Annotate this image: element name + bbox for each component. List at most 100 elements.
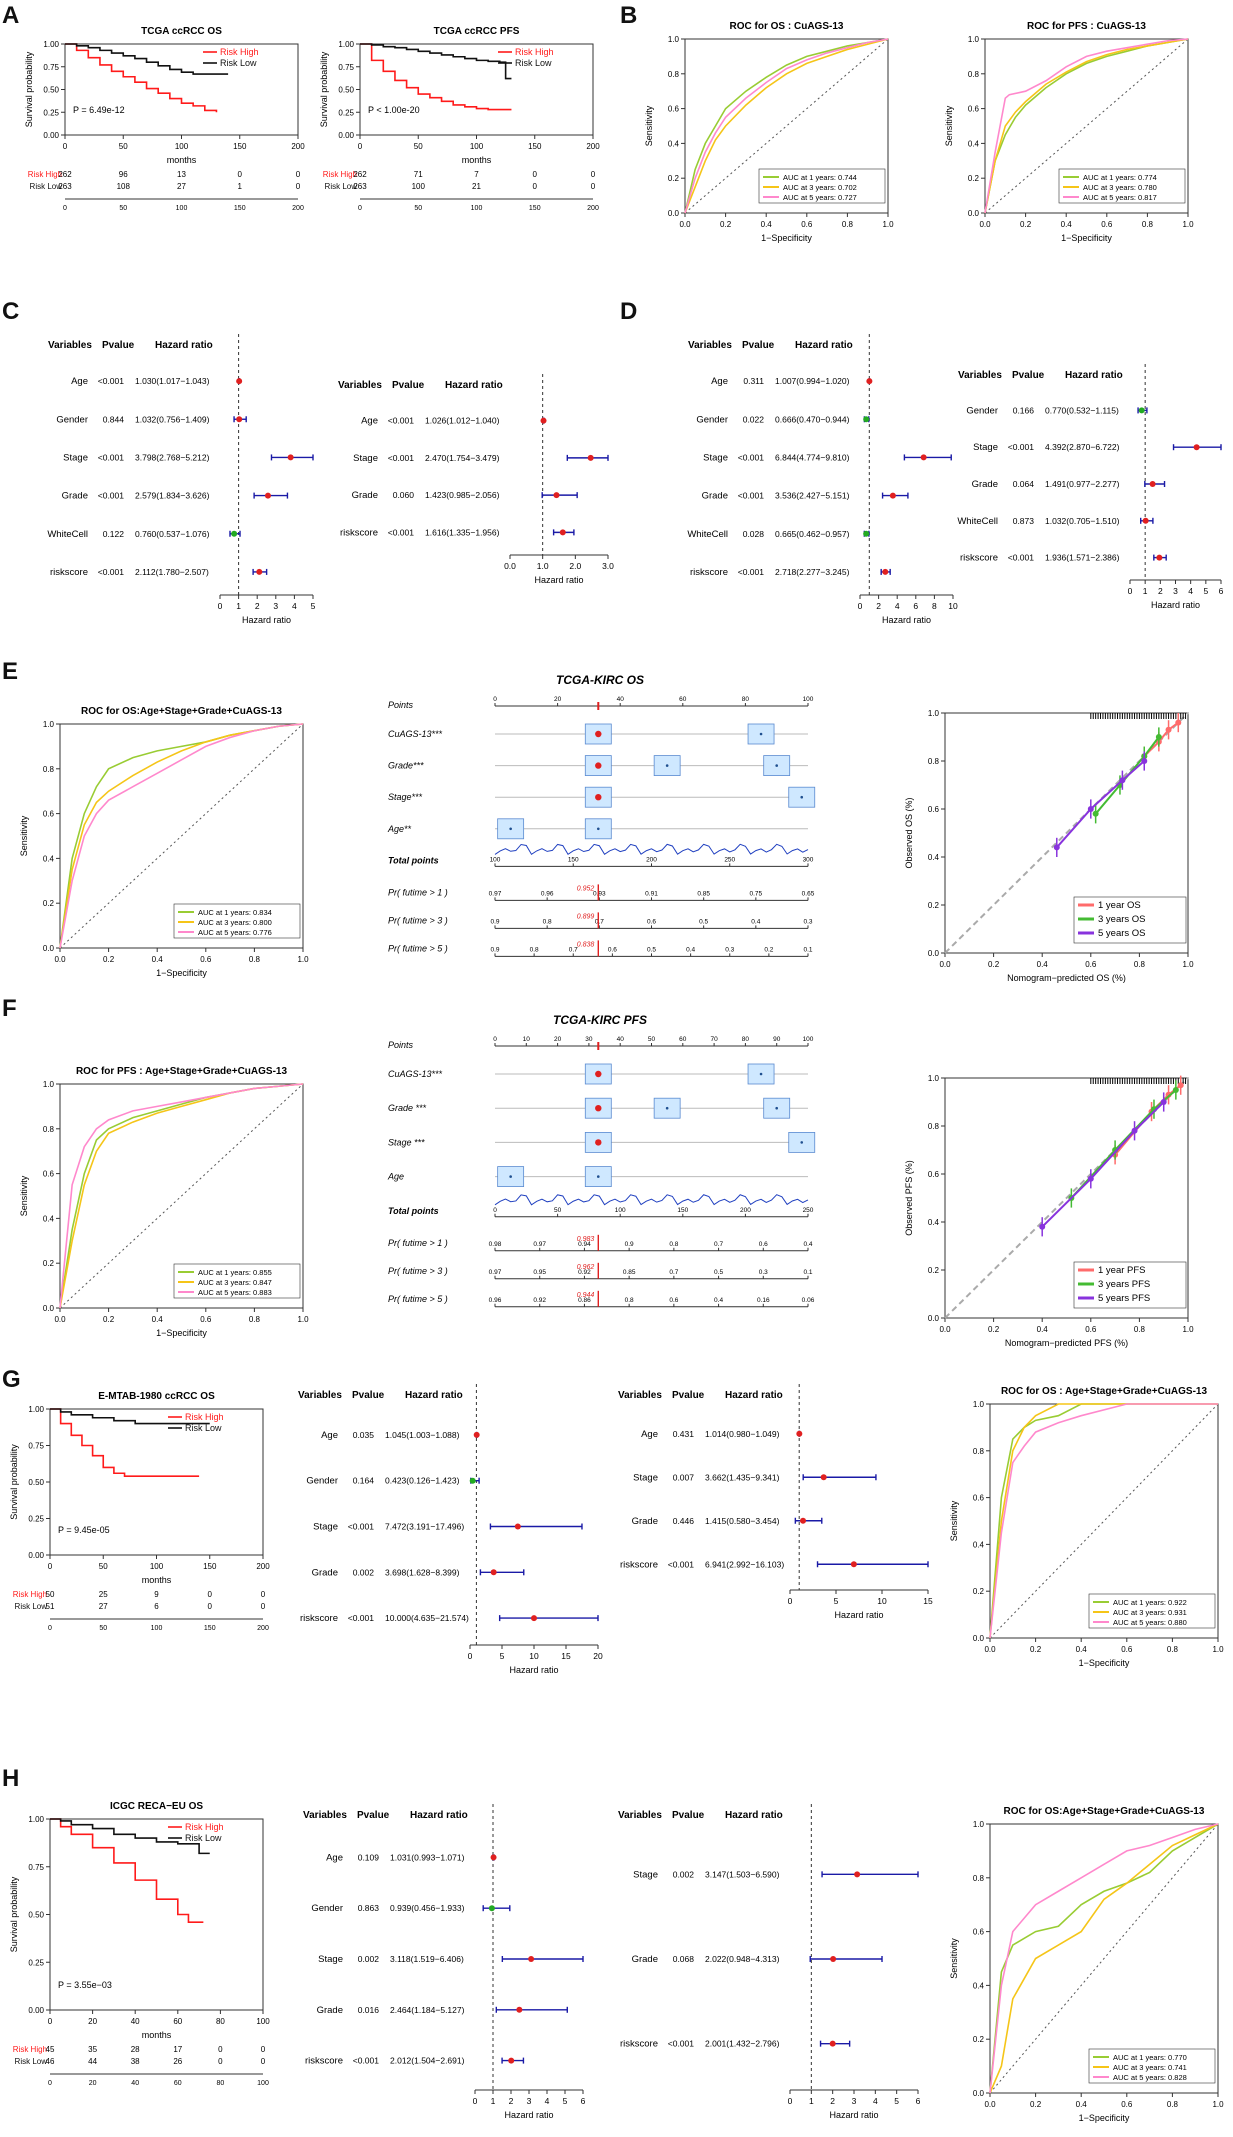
risk-table-row-label: Risk Low [325,182,358,191]
y-tick-label: 0.6 [973,1494,985,1503]
x-tick-label: 1.0 [1182,1325,1194,1334]
x-axis-label: Hazard ratio [504,2110,553,2120]
x-tick-label: 1 [1143,586,1148,596]
forest-univariate-pfs: Variables Pvalue Hazard ratio Age 0.311 1.007… [687,334,958,625]
nomogram-point [800,1141,804,1144]
series-line [989,1403,1218,1639]
y-tick-label: 1.0 [973,1820,985,1829]
probability-tick-label: 0.4 [686,946,695,953]
y-tick-label: 0.2 [43,1259,55,1268]
data-point [1039,1223,1046,1230]
points-tick-label: 0 [493,696,497,703]
forest-variable: Stage [318,1954,343,1965]
probability-tick-label: 0.1 [803,946,812,953]
risk-table-tick: 40 [131,2080,139,2087]
x-tick-label: 10 [529,1651,539,1661]
forest-hr: 3.536(2.427−5.151) [775,491,850,501]
legend-label: AUC at 1 years: 0.855 [198,1268,272,1277]
points-label: Points [388,700,414,710]
header-variables: Variables [618,1390,662,1401]
legend-label: Risk Low [185,1423,222,1433]
total-points-tick-label: 200 [740,1207,751,1214]
x-tick-label: 200 [291,142,305,151]
y-tick-label: 0.4 [968,139,980,148]
hr-point [528,1956,535,1962]
risk-table-cell: 0 [238,170,243,179]
roc-pfs-combined: ROC for PFS : Age+Stage+Grade+CuAGS-13 0.… [19,1066,309,1338]
x-tick-label: 0.2 [103,955,115,964]
data-point [1141,758,1148,764]
y-tick-label: 1.0 [43,1080,55,1089]
plot-frame [944,712,1189,954]
x-tick-label: 3.0 [602,561,614,571]
forest-variable: Stage [973,442,998,453]
x-tick-label: 5 [311,601,316,611]
legend-box [1088,2048,1216,2084]
y-tick-label: 0.50 [28,1911,44,1920]
nomogram-point [595,1105,602,1112]
x-tick-label: 0.8 [842,220,854,229]
y-tick-label: 0.2 [928,901,940,910]
risk-table-cell: 0 [296,170,301,179]
x-tick-label: 0.8 [1142,220,1154,229]
probability-value: 0.952 [577,885,595,892]
forest-hr: 1.491(0.977−2.277) [1045,479,1120,489]
nomogram-point [595,794,602,801]
x-axis-label: 1−Specificity [156,1328,207,1338]
hr-point [508,2057,515,2064]
nomogram-point [595,762,602,769]
y-tick-label: 0.8 [43,1125,55,1134]
forest-pvalue: <0.001 [738,452,765,462]
y-tick-label: 0.6 [968,105,980,114]
forest-univariate-os: Variables Pvalue Hazard ratio Age <0.001 1.03… [47,334,316,625]
forest-variable: riskscore [620,2039,658,2050]
forest-emtab-multivariate: Variables Pvalue Hazard ratio Age 0.431 1.014… [618,1384,933,1620]
y-tick-label: 0.00 [43,131,59,140]
y-axis-label: Sensitivity [19,815,29,856]
chart-title: TCGA ccRCC OS [141,26,222,37]
probability-tick-label: 0.7 [595,918,604,925]
nomogram-variable: Grade*** [388,761,424,771]
x-tick-label: 0 [858,601,863,611]
probability-tick-label: 0.85 [623,1269,636,1276]
x-tick-label: 0.4 [1061,220,1073,229]
y-tick-label: 0.0 [928,1314,940,1323]
y-axis-label: Sensitivity [19,1175,29,1216]
x-tick-label: 0.0 [984,1645,996,1654]
risk-table-cell: 0 [208,1602,213,1611]
x-tick-label: 0 [473,2096,478,2106]
legend-label: AUC at 5 years: 0.776 [198,928,272,937]
risk-table-row-label: Risk High [28,170,62,179]
forest-hr: 3.698(1.628−8.399) [385,1567,460,1577]
p-value: P = 6.49e-12 [73,105,125,115]
forest-variable: Stage [63,452,88,463]
y-tick-label: 0.4 [973,1540,985,1549]
y-tick-label: 1.0 [43,720,55,729]
forest-variable: Stage [633,1869,658,1880]
forest-hr: 0.665(0.462−0.957) [775,529,850,539]
x-tick-label: 0.2 [1030,2100,1042,2109]
forest-hr: 1.936(1.571−2.386) [1045,553,1120,563]
hr-point [516,2006,523,2013]
forest-hr: 1.026(1.012−1.040) [425,416,500,426]
x-tick-label: 0.4 [761,220,773,229]
series-line [684,38,889,214]
nomogram-point [595,730,602,738]
probability-tick-label: 0.9 [625,1241,634,1248]
legend-label: AUC at 5 years: 0.883 [198,1288,272,1297]
y-tick-label: 0.6 [43,1170,55,1179]
legend-label: AUC at 3 years: 0.741 [1113,2063,1187,2072]
risk-table-tick: 200 [587,205,599,212]
forest-pvalue: 0.007 [673,1472,695,1482]
header-hazard-ratio: Hazard ratio [155,340,213,351]
y-tick-label: 1.00 [338,40,354,49]
x-tick-label: 2 [1158,586,1163,596]
header-hazard-ratio: Hazard ratio [795,340,853,351]
risk-table-cell: 51 [46,1602,55,1611]
data-point [1131,1127,1138,1134]
forest-variable: Grade [632,1516,658,1527]
y-axis-label: Sensitivity [949,1500,959,1541]
x-tick-label: 2.0 [569,561,581,571]
probability-tick-label: 0.3 [759,1269,768,1276]
forest-pvalue: 0.431 [673,1429,695,1439]
